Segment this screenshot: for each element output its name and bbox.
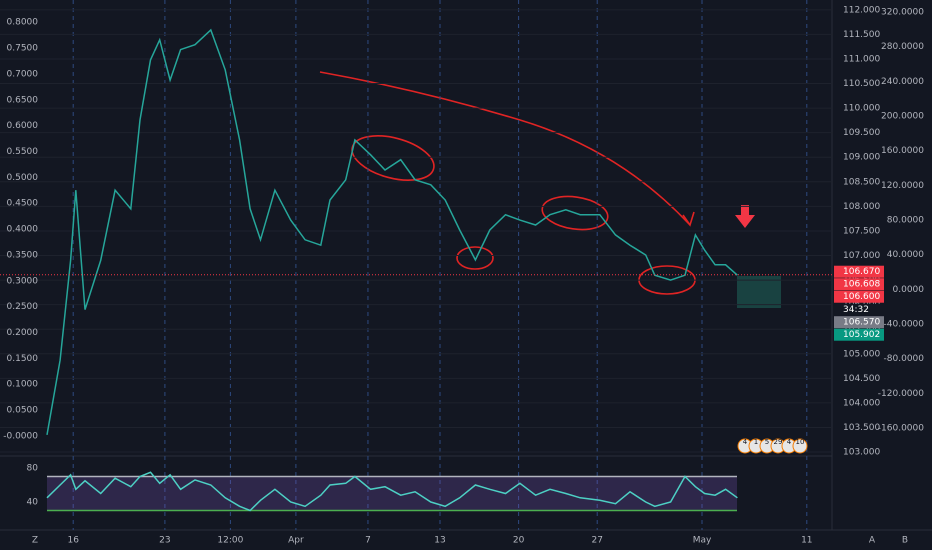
- y2-tick-label: 0.1000: [7, 380, 39, 390]
- y-tick-label: 105.000: [843, 349, 880, 359]
- y2-tick-label: 0.6500: [7, 95, 39, 105]
- event-badge-label: 4: [743, 438, 748, 446]
- y-tick-label: 104.500: [843, 374, 880, 384]
- y2-tick-label: 0.3500: [7, 250, 39, 260]
- y2-tick-label: 0.3000: [7, 276, 39, 286]
- price-tag-label: 106.608: [843, 280, 880, 290]
- price-tag-label: 106.570: [843, 318, 880, 328]
- price-tag-box: [834, 290, 884, 303]
- x-tick-label: Apr: [288, 536, 304, 546]
- price-tag: 106.670: [834, 265, 884, 278]
- price-tag-box: [834, 316, 884, 329]
- y-tick-label: 112.000: [843, 5, 880, 15]
- y-tick-label: 107.500: [843, 226, 880, 236]
- event-badge: [792, 438, 808, 454]
- x-tick-label: 12:00: [217, 536, 243, 546]
- x-tick-label: 16: [67, 536, 79, 546]
- price-tag-box: [834, 303, 884, 316]
- price-line: [46, 28, 738, 436]
- y-tick-label: 109.500: [843, 128, 880, 138]
- y-tick-label: 108.000: [843, 202, 880, 212]
- y-tick-label: 109.000: [843, 153, 880, 163]
- y-tick-label: 80: [27, 464, 39, 474]
- price-tag-label: 105.902: [843, 330, 880, 340]
- trend-line: [319, 71, 691, 226]
- y3-tick-label: -160.0000: [878, 423, 924, 433]
- price-tag: 106.600: [834, 290, 884, 303]
- x-tick-label: 7: [365, 536, 371, 546]
- y3-tick-label: 240.0000: [881, 77, 924, 87]
- circle: [541, 195, 609, 231]
- y3-tick-label: 120.0000: [881, 181, 924, 191]
- oscillator-line: [46, 471, 738, 512]
- toolbar-button[interactable]: A: [869, 536, 876, 546]
- y2-tick-label: 0.7500: [7, 44, 39, 54]
- y3-tick-label: 200.0000: [881, 111, 924, 121]
- trend-arrow-head: [682, 211, 695, 227]
- y3-tick-label: 160.0000: [881, 146, 924, 156]
- circle: [351, 135, 435, 181]
- y3-tick-label: 80.0000: [887, 215, 924, 225]
- event-badge-label: 4: [787, 438, 792, 446]
- toolbar-button[interactable]: Z: [32, 536, 38, 546]
- price-tag: 105.902: [834, 328, 884, 341]
- y3-tick-label: 320.0000: [881, 7, 924, 17]
- y2-tick-label: 0.2000: [7, 328, 39, 338]
- circle: [456, 246, 494, 270]
- y-tick-label: 40: [27, 498, 39, 508]
- y-tick-label: 108.500: [843, 177, 880, 187]
- price-tag: 34:32: [834, 303, 884, 316]
- price-tag: 106.570: [834, 316, 884, 329]
- y2-tick-label: 0.2500: [7, 302, 39, 312]
- y2-tick-label: 0.8000: [7, 18, 39, 28]
- y-tick-label: 110.000: [843, 104, 880, 114]
- x-tick-label: 13: [434, 536, 445, 546]
- price-tag-label: 34:32: [843, 305, 869, 315]
- y3-tick-label: -40.0000: [884, 319, 925, 329]
- event-badge-label: 29: [774, 438, 783, 446]
- event-badge-label: 10: [796, 438, 805, 446]
- y-tick-label: 110.500: [843, 79, 880, 89]
- y2-tick-label: 0.0500: [7, 406, 39, 416]
- y-tick-label: 111.500: [843, 30, 880, 40]
- y-tick-label: 103.000: [843, 448, 880, 458]
- y3-tick-label: -120.0000: [878, 389, 924, 399]
- y-tick-label: 104.000: [843, 398, 880, 408]
- event-badge-label: 5: [765, 438, 769, 446]
- toolbar-button[interactable]: B: [902, 536, 908, 546]
- y-tick-label: 111.000: [843, 54, 880, 64]
- price-tag-box: [834, 265, 884, 278]
- x-tick-label: 23: [159, 536, 170, 546]
- y2-tick-label: 0.6000: [7, 121, 39, 131]
- y3-tick-label: 280.0000: [881, 42, 924, 52]
- y2-tick-label: 0.4500: [7, 199, 39, 209]
- price-tag-box: [834, 328, 884, 341]
- price-tag: 106.608: [834, 278, 884, 291]
- y-tick-label: 107.000: [843, 251, 880, 261]
- y2-tick-label: 0.7000: [7, 69, 39, 79]
- y2-tick-label: 0.1500: [7, 354, 39, 364]
- x-tick-label: 11: [801, 536, 812, 546]
- price-tag-box: [834, 278, 884, 291]
- y-tick-label: 103.500: [843, 423, 880, 433]
- y3-tick-label: -80.0000: [884, 354, 925, 364]
- x-tick-label: May: [693, 536, 712, 546]
- y3-tick-label: 40.0000: [887, 250, 924, 260]
- event-badge-label: 1: [754, 438, 758, 446]
- down-arrow: [735, 205, 755, 228]
- y3-tick-label: 0.0000: [893, 285, 925, 295]
- y2-tick-label: 0.5500: [7, 147, 39, 157]
- y2-tick-label: 0.5000: [7, 173, 39, 183]
- x-tick-label: 20: [513, 536, 525, 546]
- price-tag-label: 106.670: [843, 267, 880, 277]
- y2-tick-label: -0.0000: [3, 431, 38, 441]
- y2-tick-label: 0.4000: [7, 225, 39, 235]
- x-tick-label: 27: [591, 536, 602, 546]
- price-tag-label: 106.600: [843, 292, 880, 302]
- position-tool: [737, 276, 781, 308]
